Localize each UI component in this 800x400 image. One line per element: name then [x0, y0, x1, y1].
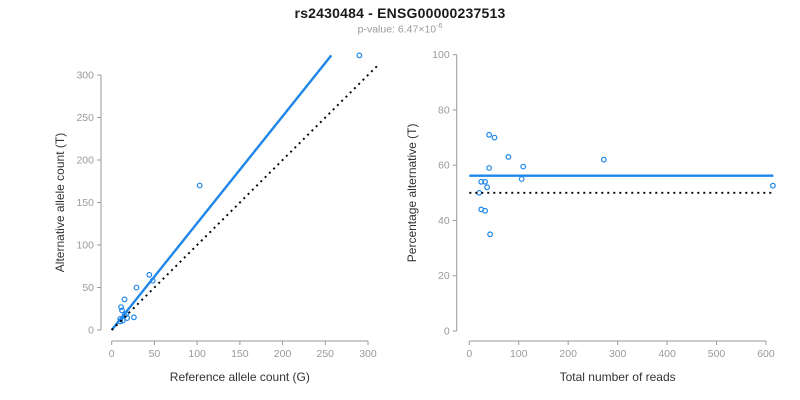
data-point	[486, 165, 493, 171]
x-axis-label: Total number of reads	[560, 370, 676, 384]
y-tick-label: 200	[76, 155, 94, 167]
x-tick-label: 300	[609, 348, 627, 360]
allele-count-scatter: 0 50 100 150 200 250 300 Reference allele count…	[53, 52, 379, 384]
y-tick-label: 20	[438, 270, 450, 282]
data-point	[118, 304, 124, 311]
x-tick-label: 200	[559, 348, 577, 360]
x-axis-label: Reference allele count (G)	[170, 370, 310, 384]
data-point	[124, 315, 130, 322]
data-point	[505, 153, 512, 160]
data-point	[482, 207, 489, 214]
y-tick-label: 60	[438, 160, 450, 172]
y-tick-label: 0	[88, 325, 94, 337]
data-point	[518, 176, 525, 182]
y-axis-label: Percentage alternative (T)	[405, 123, 419, 262]
data-point	[130, 314, 137, 321]
x-tick-label: 100	[188, 348, 206, 360]
y-tick-label: 80	[438, 104, 450, 116]
identity-line	[111, 65, 379, 331]
data-point	[476, 189, 483, 196]
x-tick-label: 200	[274, 348, 292, 360]
data-point	[119, 307, 125, 314]
data-point	[482, 178, 489, 185]
data-point	[491, 134, 498, 141]
data-point	[196, 182, 203, 189]
p-value-subtitle: p-value: 6.47×10-6	[0, 23, 800, 36]
data-point	[146, 271, 153, 278]
data-point	[770, 182, 776, 189]
y-axis-label: Alternative allele count (T)	[53, 133, 67, 272]
p-value-exponent: -6	[436, 23, 443, 30]
data-point	[600, 156, 607, 163]
x-tick-label: 300	[359, 348, 377, 360]
x-tick-label: 0	[466, 348, 472, 360]
x-tick-label: 0	[109, 348, 115, 360]
y-tick-label: 250	[76, 112, 94, 124]
y-tick-label: 0	[444, 326, 450, 338]
data-point	[133, 284, 140, 291]
data-point	[121, 296, 128, 303]
x-tick-label: 250	[317, 348, 335, 360]
regression-line	[110, 54, 333, 331]
data-point	[484, 184, 491, 191]
y-tick-label: 100	[432, 49, 450, 61]
x-tick-label: 100	[510, 348, 528, 360]
x-tick-label: 600	[757, 348, 775, 360]
data-point	[478, 178, 485, 185]
y-tick-label: 40	[438, 215, 450, 227]
y-tick-label: 100	[76, 240, 94, 252]
y-tick-label: 300	[76, 70, 94, 82]
data-point	[487, 231, 494, 238]
y-tick-label: 50	[82, 282, 94, 294]
data-point	[356, 52, 363, 59]
p-value-text: p-value: 6.47×10	[357, 23, 437, 36]
x-tick-label: 500	[708, 348, 726, 360]
x-tick-label: 150	[231, 348, 249, 360]
page-title: rs2430484 - ENSG00000237513	[294, 5, 506, 21]
data-point	[486, 131, 493, 138]
data-point	[520, 163, 527, 170]
x-tick-label: 50	[149, 348, 161, 360]
y-tick-label: 150	[76, 197, 94, 209]
x-tick-label: 400	[658, 348, 676, 360]
